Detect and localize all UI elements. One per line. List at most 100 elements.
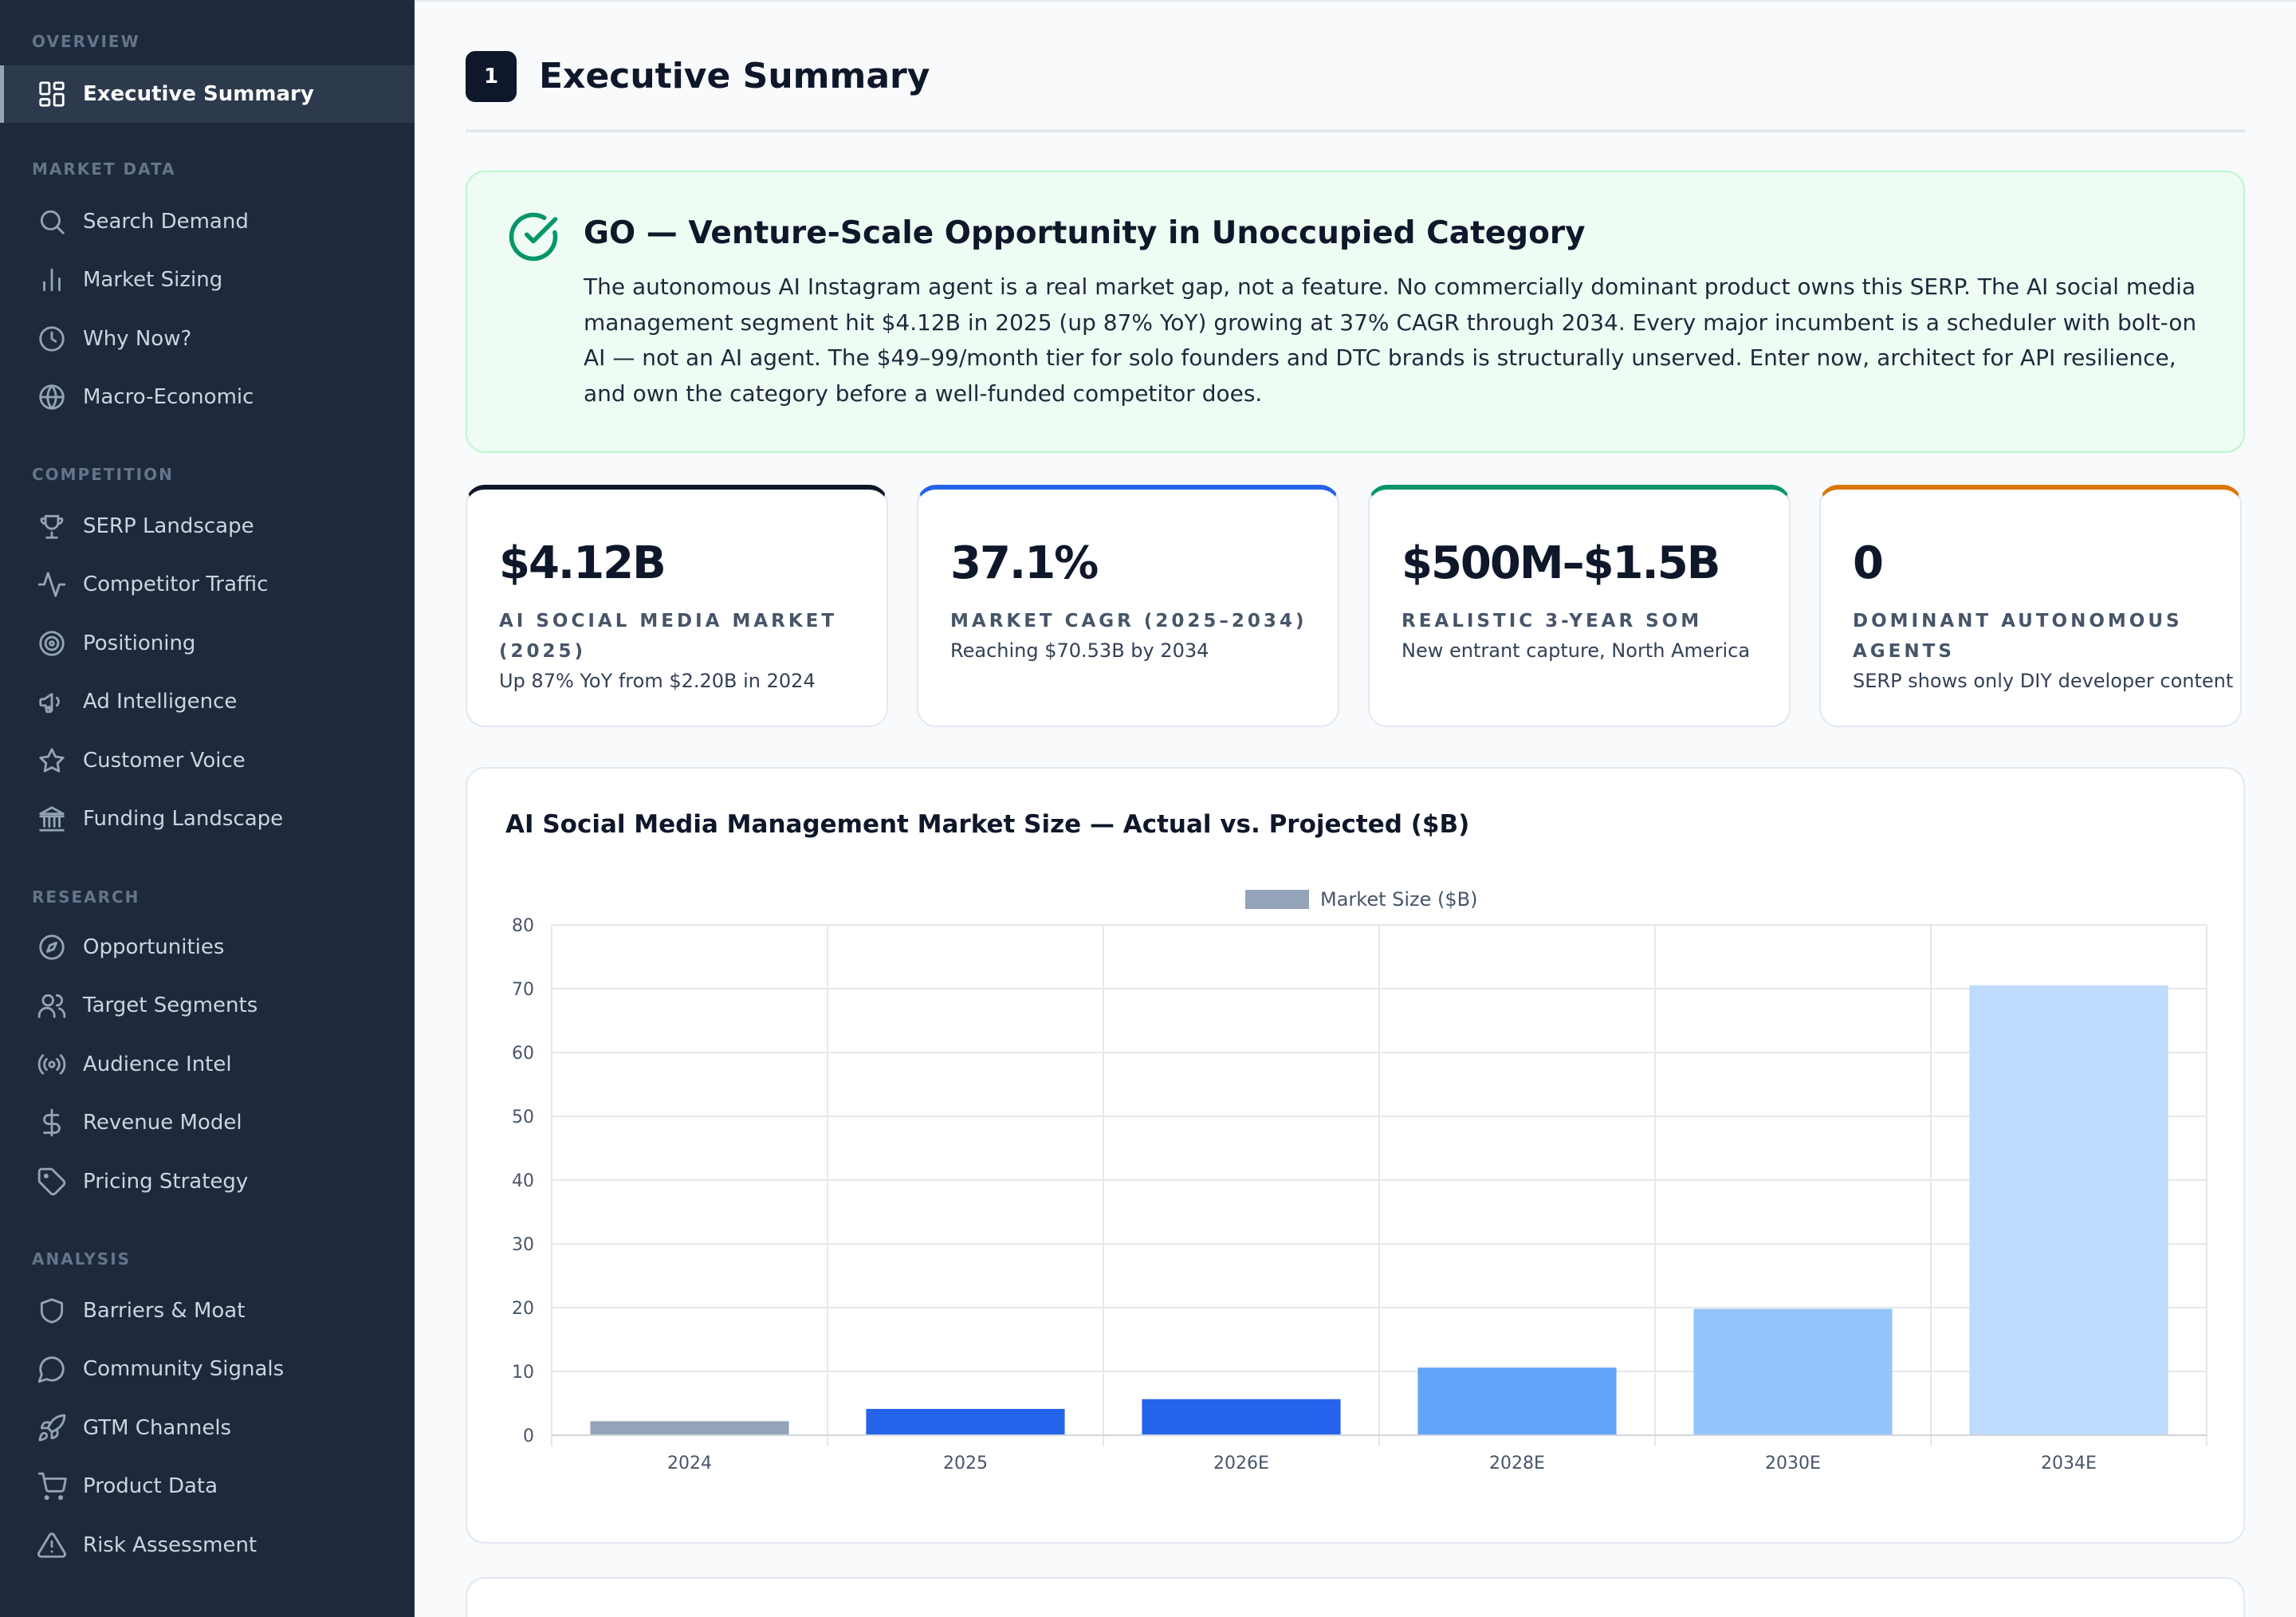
rocket-icon bbox=[37, 1413, 67, 1443]
sidebar: OVERVIEW Executive Summary MARKET DATA Sear… bbox=[0, 0, 415, 1617]
trophy-icon bbox=[37, 511, 67, 541]
users-icon bbox=[37, 990, 67, 1021]
sidebar-item-product-data[interactable]: Product Data bbox=[0, 1458, 415, 1515]
sidebar-item-audience-intel[interactable]: Audience Intel bbox=[0, 1036, 415, 1093]
dollar-icon bbox=[37, 1108, 67, 1138]
x-tick-label: 2028E bbox=[1489, 1454, 1545, 1473]
tag-icon bbox=[37, 1167, 67, 1197]
y-tick-label: 10 bbox=[512, 1363, 534, 1383]
sidebar-item-competitor-traffic[interactable]: Competitor Traffic bbox=[0, 556, 415, 613]
sidebar-item-revenue-model[interactable]: Revenue Model bbox=[0, 1094, 415, 1151]
sidebar-item-barriers-moat[interactable]: Barriers & Moat bbox=[0, 1282, 415, 1340]
y-tick-label: 80 bbox=[512, 916, 534, 936]
sidebar-item-label: Competitor Traffic bbox=[83, 572, 269, 597]
sidebar-item-market-sizing[interactable]: Market Sizing bbox=[0, 251, 415, 309]
globe-icon bbox=[37, 382, 67, 412]
bank-icon bbox=[37, 804, 67, 834]
bar-2028e bbox=[1417, 1367, 1617, 1435]
sidebar-item-label: GTM Channels bbox=[83, 1415, 232, 1440]
clock-icon bbox=[37, 324, 67, 354]
sidebar-item-funding-landscape[interactable]: Funding Landscape bbox=[0, 790, 415, 848]
sidebar-item-gtm-channels[interactable]: GTM Channels bbox=[0, 1399, 415, 1457]
kpi-value: 0 bbox=[1853, 537, 1884, 589]
sidebar-item-label: SERP Landscape bbox=[83, 514, 254, 538]
sidebar-item-ad-intelligence[interactable]: Ad Intelligence bbox=[0, 673, 415, 730]
next-section-card bbox=[466, 1577, 2245, 1617]
y-tick-label: 0 bbox=[523, 1426, 534, 1446]
cart-icon bbox=[37, 1471, 67, 1501]
y-tick-label: 60 bbox=[512, 1044, 534, 1064]
bar-2030e bbox=[1693, 1308, 1893, 1435]
sidebar-item-opportunities[interactable]: Opportunities bbox=[0, 919, 415, 976]
star-icon bbox=[37, 746, 67, 776]
sidebar-item-label: Why Now? bbox=[83, 326, 192, 351]
kpi-note: New entrant capture, North America bbox=[1402, 639, 1751, 662]
kpi-label: Dominant Autonomous Agents bbox=[1853, 611, 2183, 662]
sidebar-item-positioning[interactable]: Positioning bbox=[0, 615, 415, 672]
verdict-callout: GO — Venture-Scale Opportunity in Unoccu… bbox=[466, 171, 2245, 453]
nav-group-title: ANALYSIS bbox=[32, 1249, 132, 1269]
y-tick-label: 20 bbox=[512, 1299, 534, 1319]
y-tick-label: 40 bbox=[512, 1171, 534, 1191]
kpi-card: 37.1% Market CAGR (2025–2034) Reaching $70… bbox=[917, 485, 1339, 727]
sidebar-item-label: Funding Landscape bbox=[83, 807, 284, 831]
shield-icon bbox=[37, 1296, 67, 1326]
bar-2034e bbox=[1969, 985, 2168, 1435]
compass-icon bbox=[37, 932, 67, 962]
kpi-card: 0 Dominant Autonomous Agents SERP shows on… bbox=[1819, 485, 2242, 727]
megaphone-icon bbox=[37, 687, 67, 717]
bar-2026e bbox=[1142, 1399, 1341, 1435]
y-tick-label: 30 bbox=[512, 1235, 534, 1255]
bar-2025 bbox=[866, 1409, 1065, 1435]
chat-bubble-icon bbox=[37, 1354, 67, 1384]
x-tick-label: 2025 bbox=[943, 1454, 988, 1473]
target-icon bbox=[37, 628, 67, 659]
market-size-bar-chart: 0 10 20 30 40 50 60 70 80 2024 2025 2026E 2028E 2030E… bbox=[512, 888, 2208, 1473]
y-tick-label: 70 bbox=[512, 980, 534, 1000]
sidebar-item-label: Ad Intelligence bbox=[83, 690, 238, 714]
sidebar-item-executive-summary[interactable]: Executive Summary bbox=[0, 65, 415, 123]
kpi-card: $500M–$1.5B Realistic 3-Year SOM New entra… bbox=[1368, 485, 1791, 727]
sidebar-item-label: Opportunities bbox=[83, 935, 225, 959]
legend-label: Market Size ($B) bbox=[1320, 888, 1477, 911]
x-tick-label: 2026E bbox=[1213, 1454, 1269, 1473]
sidebar-item-label: Search Demand bbox=[83, 210, 249, 234]
top-border bbox=[415, 0, 2296, 2]
kpi-label: Market CAGR (2025–2034) bbox=[950, 611, 1307, 631]
sidebar-item-label: Risk Assessment bbox=[83, 1532, 258, 1557]
kpi-note: Reaching $70.53B by 2034 bbox=[950, 639, 1209, 662]
sidebar-item-label: Positioning bbox=[83, 631, 196, 655]
bar-2024 bbox=[590, 1421, 789, 1435]
sidebar-item-why-now[interactable]: Why Now? bbox=[0, 310, 415, 368]
nav-group-title: RESEARCH bbox=[32, 887, 140, 907]
sidebar-item-pricing-strategy[interactable]: Pricing Strategy bbox=[0, 1153, 415, 1210]
sidebar-item-label: Macro-Economic bbox=[83, 385, 254, 410]
search-icon bbox=[37, 207, 67, 237]
sidebar-item-search-demand[interactable]: Search Demand bbox=[0, 193, 415, 250]
sidebar-item-label: Target Segments bbox=[83, 993, 258, 1018]
kpi-value: $500M–$1.5B bbox=[1402, 537, 1720, 589]
verdict-body: The autonomous AI Instagram agent is a r… bbox=[584, 273, 2197, 407]
kpi-label: AI Social Media Market (2025) bbox=[499, 611, 838, 662]
sidebar-item-label: Audience Intel bbox=[83, 1052, 232, 1076]
kpi-label: Realistic 3-Year SOM bbox=[1402, 611, 1703, 631]
sidebar-item-macro-economic[interactable]: Macro-Economic bbox=[0, 368, 415, 426]
x-tick-label: 2030E bbox=[1765, 1454, 1821, 1473]
sidebar-item-label: Customer Voice bbox=[83, 748, 246, 773]
sidebar-item-risk-assessment[interactable]: Risk Assessment bbox=[0, 1517, 415, 1574]
activity-icon bbox=[37, 569, 67, 600]
radio-icon bbox=[37, 1049, 67, 1080]
sidebar-item-label: Market Sizing bbox=[83, 268, 223, 293]
sidebar-item-target-segments[interactable]: Target Segments bbox=[0, 977, 415, 1034]
y-tick-label: 50 bbox=[512, 1108, 534, 1127]
check-circle-icon bbox=[507, 210, 560, 263]
dashboard-icon bbox=[37, 79, 67, 109]
sidebar-item-serp-landscape[interactable]: SERP Landscape bbox=[0, 498, 415, 555]
sidebar-item-label: Executive Summary bbox=[83, 82, 314, 106]
kpi-note: Up 87% YoY from $2.20B in 2024 bbox=[499, 670, 816, 692]
title-divider bbox=[466, 129, 2245, 132]
sidebar-item-customer-voice[interactable]: Customer Voice bbox=[0, 732, 415, 789]
warning-icon bbox=[37, 1530, 67, 1560]
x-tick-label: 2024 bbox=[667, 1454, 712, 1473]
sidebar-item-community-signals[interactable]: Community Signals bbox=[0, 1340, 415, 1398]
